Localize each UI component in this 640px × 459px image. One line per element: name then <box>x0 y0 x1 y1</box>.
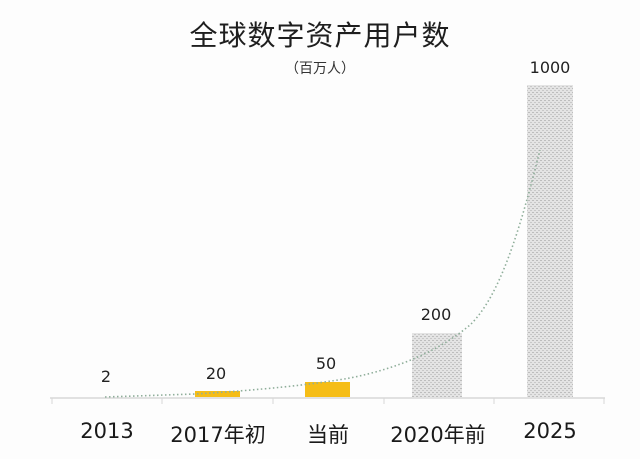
category-label-2013: 2013 <box>80 419 134 443</box>
bar-2020 <box>412 333 462 397</box>
value-label-2013: 2 <box>100 367 112 386</box>
chart-subtitle: （百万人） <box>285 61 355 77</box>
bar-2025 <box>527 85 573 397</box>
value-label-current: 50 <box>315 354 337 373</box>
trend-line <box>104 149 541 398</box>
category-label-2017: 2017年初 <box>170 423 266 447</box>
bar-current <box>305 382 350 397</box>
value-label-2020: 200 <box>420 305 452 324</box>
value-label-2017: 20 <box>205 364 227 383</box>
category-label-current: 当前 <box>307 423 349 447</box>
value-label-2025: 1000 <box>529 58 571 77</box>
bar-2017 <box>195 391 240 397</box>
category-label-2025: 2025 <box>523 419 577 443</box>
chart-title: 全球数字资产用户数 <box>189 19 451 52</box>
category-label-2020: 2020年前 <box>390 423 486 447</box>
